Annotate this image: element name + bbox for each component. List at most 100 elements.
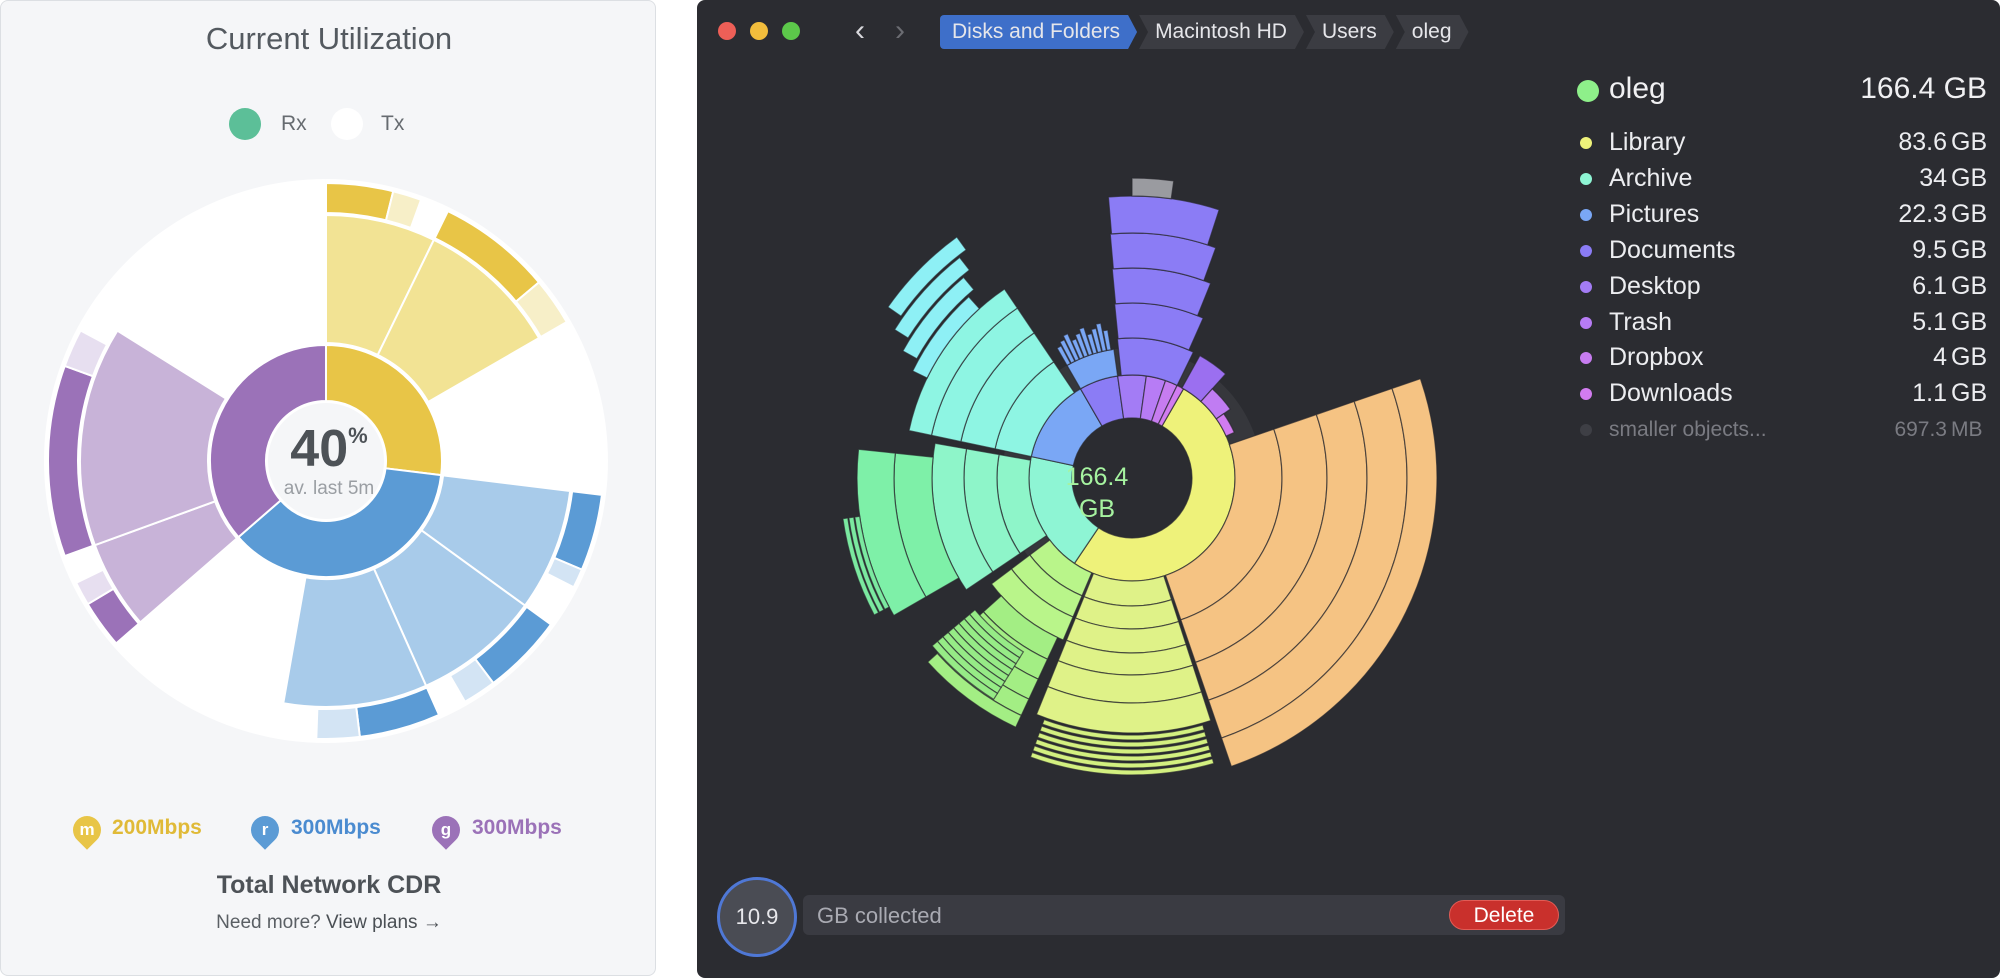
- legend-row-documents[interactable]: Documents 9.5 GB: [1577, 234, 1987, 266]
- legend-row-dropbox[interactable]: Dropbox 4 GB: [1577, 341, 1987, 373]
- segment-r-outer-6: [315, 706, 361, 740]
- breadcrumb-disks-and-folders[interactable]: Disks and Folders: [940, 15, 1137, 49]
- card-title: Current Utilization: [205, 21, 453, 56]
- legend-row-desktop[interactable]: Desktop 6.1 GB: [1577, 270, 1987, 302]
- segment-m-mid-2: [376, 238, 541, 404]
- root-name: oleg: [1609, 72, 1666, 105]
- folder-size-unit: GB: [1951, 343, 1988, 372]
- folder-color-dot: [1580, 172, 1592, 185]
- folder-name: Pictures: [1609, 199, 1700, 228]
- sunburst-center-unit: GB: [1078, 495, 1116, 523]
- zoom-window-button[interactable]: [782, 22, 800, 40]
- disk-sunburst[interactable]: [697, 0, 2000, 978]
- folder-color-dot: [1580, 137, 1592, 149]
- folder-name: Trash: [1609, 307, 1672, 336]
- library-thin-ring-2: [1036, 731, 1209, 755]
- folder-color-dot: [1580, 388, 1592, 401]
- segment-g-mid-2: [79, 329, 228, 547]
- folder-size: 22.3: [1898, 199, 1947, 228]
- folder-size: 34: [1919, 163, 1947, 192]
- segment-g-outer-4: [63, 329, 109, 378]
- pictures-tick-4: [1074, 332, 1089, 358]
- folder-name: Dropbox: [1609, 343, 1704, 372]
- minimize-window-button[interactable]: [750, 22, 768, 40]
- folder-size-unit: GB: [1951, 128, 1988, 156]
- folder-color-dot: [1580, 316, 1592, 329]
- legend-row-smaller-objects[interactable]: smaller objects... 697.3 MB: [1577, 413, 1987, 445]
- rx-legend-label: Rx: [281, 112, 307, 135]
- folder-size: 4: [1933, 343, 1947, 372]
- breadcrumb: Disks and Folders Macintosh HD Users ole…: [940, 15, 1471, 49]
- breadcrumb-users[interactable]: Users: [1306, 15, 1394, 49]
- breadcrumb-macintosh-hd[interactable]: Macintosh HD: [1139, 15, 1304, 49]
- close-window-button[interactable]: [718, 22, 736, 40]
- segment-r-outer-4: [448, 657, 495, 704]
- segment-r-inner: [237, 467, 443, 578]
- breadcrumb-oleg[interactable]: oleg: [1396, 15, 1469, 49]
- footer-prompt-text: Need more?: [216, 912, 321, 933]
- folder-name: smaller objects...: [1609, 418, 1767, 442]
- legend-row-pictures[interactable]: Pictures 22.3 GB: [1577, 198, 1987, 230]
- disk-window: ‹ › Disks and Folders Macintosh HD Users…: [697, 0, 2000, 978]
- tx-legend-dot: [331, 108, 363, 140]
- view-plans-link[interactable]: View plans →: [326, 912, 442, 933]
- teal-ray-3: [887, 236, 968, 318]
- pictures-tick-5: [1078, 326, 1094, 357]
- legend-row-trash[interactable]: Trash 5.1 GB: [1577, 306, 1987, 338]
- collected-amount[interactable]: 10.9: [717, 877, 797, 957]
- folder-color-dot: [1580, 424, 1592, 437]
- library-thin-ring-1: [1039, 725, 1207, 748]
- archive-thin-2: [842, 517, 880, 616]
- archive-thin-0: [854, 515, 891, 611]
- segment-r-mid-3: [282, 567, 428, 708]
- legend-row-library[interactable]: Library 83.6 GB: [1577, 126, 1987, 158]
- teal-ray-0: [911, 295, 981, 379]
- segment-g-outer-2: [74, 568, 115, 606]
- footer-prompt: Need more? View plans →: [1, 912, 657, 934]
- folder-size: 697.3: [1894, 418, 1947, 442]
- forward-arrow-icon[interactable]: ›: [895, 14, 905, 47]
- teal-ray-2: [893, 256, 971, 339]
- downloads-sliver: [1215, 412, 1236, 437]
- utilization-sunburst: [43, 179, 608, 743]
- folder-size: 5.1: [1912, 307, 1947, 336]
- collected-field: GB collected Delete: [803, 895, 1565, 935]
- root-size: 166.4 GB: [1860, 72, 1987, 105]
- folder-size: 6.1: [1912, 271, 1947, 300]
- collected-label: GB collected: [817, 903, 942, 928]
- folder-color-dot: [1580, 352, 1592, 365]
- segment-m-outer-2: [384, 190, 423, 230]
- segment-r-outer-2: [545, 556, 584, 589]
- utilization-percent: 40%: [290, 420, 368, 478]
- pictures-tick-6: [1086, 332, 1098, 355]
- folder-name: Documents: [1609, 235, 1736, 264]
- library-thin-ring-4: [1032, 745, 1213, 769]
- rx-legend-dot: [229, 108, 261, 140]
- sunburst-center: [268, 403, 384, 519]
- sunburst-center: [1074, 420, 1190, 536]
- m-pin-icon: m: [67, 810, 107, 850]
- folder-size-unit: GB: [1951, 235, 1988, 264]
- documents-gray: [1131, 177, 1175, 200]
- ring1-downloads: [1157, 384, 1185, 427]
- pictures-tick-8: [1095, 322, 1108, 353]
- pictures-tick-2: [1062, 332, 1080, 362]
- legend-row-archive[interactable]: Archive 34 GB: [1577, 162, 1987, 194]
- library-thin-ring-3: [1034, 738, 1211, 762]
- folder-name: Downloads: [1609, 379, 1733, 408]
- legend-root[interactable]: oleg 166.4 GB: [1577, 70, 1987, 110]
- segment-m-outer-4: [514, 280, 569, 339]
- pictures-tick-7: [1090, 327, 1103, 354]
- folder-name: Desktop: [1609, 271, 1701, 300]
- folder-size-unit: GB: [1951, 163, 1988, 192]
- folder-color-dot: [1580, 280, 1592, 293]
- folder-size-unit: MB: [1951, 418, 1983, 442]
- arrow-right-icon: →: [422, 912, 442, 933]
- delete-button[interactable]: Delete: [1449, 900, 1559, 930]
- utilization-card: Current Utilization Rx Tx 40% av. last 5…: [0, 0, 656, 976]
- back-arrow-icon[interactable]: ‹: [855, 14, 865, 47]
- rate-m: 200Mbps: [112, 816, 202, 839]
- legend-row-downloads[interactable]: Downloads 1.1 GB: [1577, 377, 1987, 409]
- folder-color-dot: [1580, 208, 1592, 221]
- pictures-tick-0: [1056, 344, 1072, 367]
